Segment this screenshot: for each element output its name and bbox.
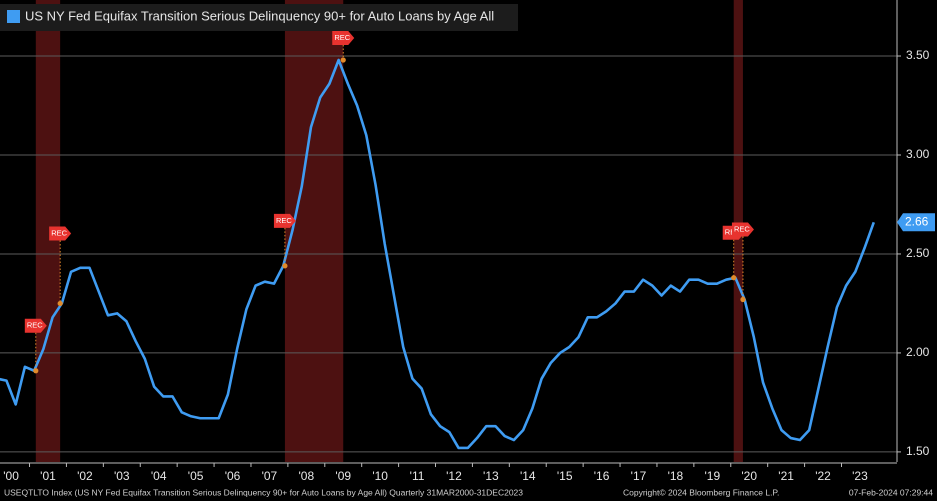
x-tick-label: '19 (704, 469, 720, 483)
rec-flag-label: REC (51, 228, 67, 237)
flag-point (340, 57, 346, 63)
rec-flag-label: REC (734, 224, 750, 233)
axis-layer: 1.50 2.00 2.50 3.00 3.50 '00 '01 '02 '03 '04 '05 '0… (0, 0, 935, 483)
series-line (0, 58, 876, 450)
plot-layer (0, 58, 876, 450)
x-tick-label: '01 (40, 469, 56, 483)
x-tick-label: '16 (594, 469, 610, 483)
x-tick-label: '13 (483, 469, 499, 483)
y-tick-label: 1.50 (906, 444, 930, 458)
y-tick-label: 3.50 (906, 48, 930, 62)
flag-point (282, 263, 288, 269)
grid-layer (0, 55, 897, 453)
x-tick-label: '20 (741, 469, 757, 483)
x-tick-label: '05 (188, 469, 204, 483)
annotation-layer: RECRECRECRECRECREC (24, 31, 754, 374)
footer-timestamp: 07-Feb-2024 07:29:44 (849, 487, 933, 497)
last-value-label: 2.66 (905, 214, 929, 228)
y-tick-label: 2.50 (906, 246, 930, 260)
y-tick-label: 3.00 (906, 147, 930, 161)
x-tick-label: '17 (631, 469, 647, 483)
x-tick-label: '18 (668, 469, 684, 483)
x-tick-label: '14 (520, 469, 536, 483)
x-tick-label: '15 (557, 469, 573, 483)
x-tick-label: '21 (778, 469, 794, 483)
rec-flag (731, 222, 754, 237)
x-tick-label: '03 (114, 469, 130, 483)
footer-source: USEQTLTO Index (US NY Fed Equifax Transi… (4, 487, 523, 497)
y-tick-label: 2.00 (906, 345, 930, 359)
x-tick-label: '10 (372, 469, 388, 483)
recession-band (284, 0, 344, 462)
x-tick-label: '08 (299, 469, 315, 483)
x-tick-label: '22 (815, 469, 831, 483)
footer-copyright: Copyright© 2024 Bloomberg Finance L.P. (623, 487, 779, 497)
x-tick-label: '12 (446, 469, 462, 483)
legend-entry: US NY Fed Equifax Transition Serious Del… (25, 8, 494, 23)
last-value-box (897, 213, 935, 232)
x-tick-label: '00 (3, 469, 19, 483)
flag-point (57, 300, 63, 307)
x-tick-label: '09 (335, 469, 351, 483)
x-tick-label: '23 (852, 469, 868, 483)
rec-flag (49, 226, 72, 241)
legend-box (0, 4, 518, 31)
rec-flag-label: REC (334, 33, 350, 42)
flag-point (740, 296, 746, 303)
x-tick-label: '02 (77, 469, 93, 483)
legend-swatch (7, 10, 20, 23)
rec-flag-label: REC (27, 321, 43, 330)
x-tick-label: '11 (410, 469, 425, 483)
x-tick-label: '07 (262, 469, 278, 483)
x-tick-label: '04 (151, 469, 167, 483)
flag-point (731, 275, 737, 281)
rec-flag (332, 31, 355, 45)
x-tick-label: '06 (225, 469, 241, 483)
rec-flag (273, 213, 296, 228)
flag-point (33, 368, 39, 374)
rec-flag-label: REC (276, 216, 292, 225)
rec-flag (24, 318, 47, 333)
